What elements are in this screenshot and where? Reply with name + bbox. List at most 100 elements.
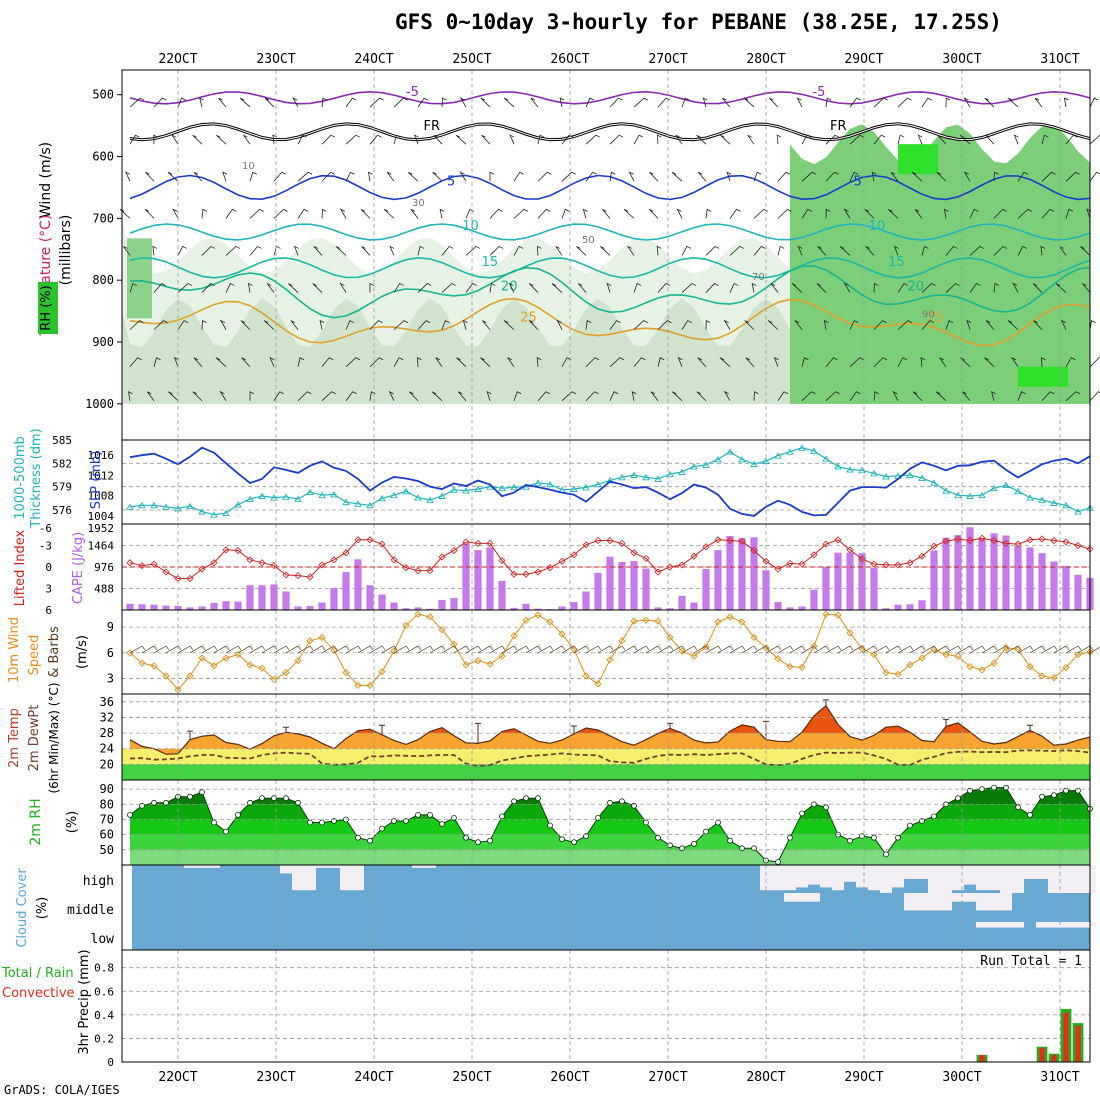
rh-point: [559, 836, 565, 843]
li-point: [834, 536, 842, 544]
wind-barb: [345, 97, 357, 108]
top-date-label: 31OCT: [1040, 52, 1079, 67]
cape-bar: [738, 538, 746, 610]
cloud-high-cell: [1048, 865, 1060, 893]
wind-barb: [312, 283, 323, 293]
top-date-label: 25OCT: [452, 52, 491, 67]
rh-contour-label: 30: [412, 198, 425, 209]
wind-barb: [633, 134, 644, 145]
wind-barb: [936, 171, 947, 182]
wind-barb: [1089, 97, 1099, 108]
wind-speed-point: [834, 611, 842, 619]
cloud-high-cell: [208, 865, 220, 868]
wind-barb: [609, 134, 624, 145]
wind-barb-10m: [801, 645, 818, 654]
wind-barb: [409, 391, 419, 402]
wind-barb: [129, 357, 142, 367]
wind-barb: [264, 97, 275, 108]
wind-barb: [273, 391, 284, 401]
wind-barb-10m: [489, 645, 506, 654]
cape-bar: [1062, 565, 1070, 610]
wind-barb: [1032, 283, 1043, 293]
wind-barb: [984, 97, 995, 108]
wind-speed-point: [198, 654, 206, 662]
rh-point: [211, 819, 217, 826]
wind-barb: [990, 390, 996, 401]
cape-bar: [666, 608, 674, 610]
wind-barb: [849, 134, 865, 145]
pressure-tick-label: 800: [92, 273, 114, 287]
thickness-point: [726, 448, 734, 455]
wind-barb: [153, 283, 166, 293]
wind-barb: [648, 209, 659, 219]
wind-barb-10m: [789, 645, 806, 654]
wind-barb: [585, 357, 600, 368]
dewpoint-line: [129, 749, 1091, 767]
wind-barb-10m: [621, 645, 638, 654]
precip-tick-label: 0.2: [94, 1032, 114, 1045]
wind-barb: [177, 245, 187, 256]
wind-barb: [1082, 283, 1091, 293]
wind-speed-point: [642, 616, 650, 624]
rh-point: [715, 819, 721, 826]
wind-barb: [1065, 357, 1076, 367]
temp-tick-label: 24: [100, 742, 114, 756]
ylabel-total-rain: Total / Rain: [1, 966, 74, 981]
wind-barb: [966, 319, 972, 330]
wind-barb: [817, 246, 827, 256]
wind-barb: [1041, 171, 1056, 182]
wind-barb: [959, 134, 971, 145]
wind-barb-10m: [441, 645, 458, 654]
temp-tick-label: 36: [100, 695, 114, 709]
wind-barb: [459, 171, 467, 182]
wind-barb: [773, 356, 779, 367]
ylabel-cape: CAPE (J/kg): [71, 532, 86, 604]
wind-barb: [849, 171, 859, 182]
cape-bar: [450, 598, 458, 610]
wind-barb-10m: [633, 645, 650, 654]
wind-barb: [985, 320, 995, 330]
wind-speed-point: [162, 672, 170, 680]
li-point: [810, 551, 818, 559]
wind-barb: [199, 97, 204, 108]
bottom-date-label: 29OCT: [844, 1070, 883, 1085]
cape-bar: [690, 602, 698, 610]
cape-bar: [210, 603, 218, 610]
wind-barb: [849, 97, 861, 108]
wind-barb: [945, 245, 958, 256]
isotherm-line: [129, 223, 1091, 241]
cape-bar: [786, 607, 794, 610]
top-date-label: 29OCT: [844, 52, 883, 67]
wind-speed-point: [666, 633, 674, 642]
wind-speed-point: [606, 656, 614, 664]
wind-barb: [503, 97, 515, 108]
rh-band: [130, 787, 1090, 805]
pressure-tick-label: 600: [92, 150, 114, 164]
li-point: [474, 539, 482, 547]
wind-barb-10m: [453, 645, 470, 654]
cape-bar: [186, 607, 194, 610]
bottom-date-label: 28OCT: [746, 1070, 785, 1085]
wind-barb-10m: [333, 645, 350, 654]
cloud-high-cell: [940, 865, 952, 893]
wind-speed-point: [138, 659, 146, 667]
cape-bar: [750, 537, 758, 610]
wind-barb: [945, 283, 960, 293]
wind-speed-point: [822, 610, 830, 618]
rh-point: [775, 859, 781, 865]
wind-barb: [360, 209, 371, 219]
wind-barb: [561, 171, 576, 182]
wind-speed-point: [294, 656, 302, 665]
wind-barb: [873, 97, 888, 108]
ylabel-thickness-2: Thickness (dm): [29, 428, 44, 528]
li-point: [846, 546, 854, 554]
rh-point: [823, 804, 829, 811]
wind-barb: [561, 208, 570, 219]
cloud-high-cell: [892, 865, 904, 888]
wind-barb-10m: [561, 645, 578, 654]
wind-barb-10m: [417, 645, 434, 654]
wind-speed-point: [438, 626, 446, 634]
ylabel-rh: RH (%): [39, 285, 54, 330]
wind-barb-10m: [225, 645, 242, 654]
wind-barb: [555, 246, 563, 256]
